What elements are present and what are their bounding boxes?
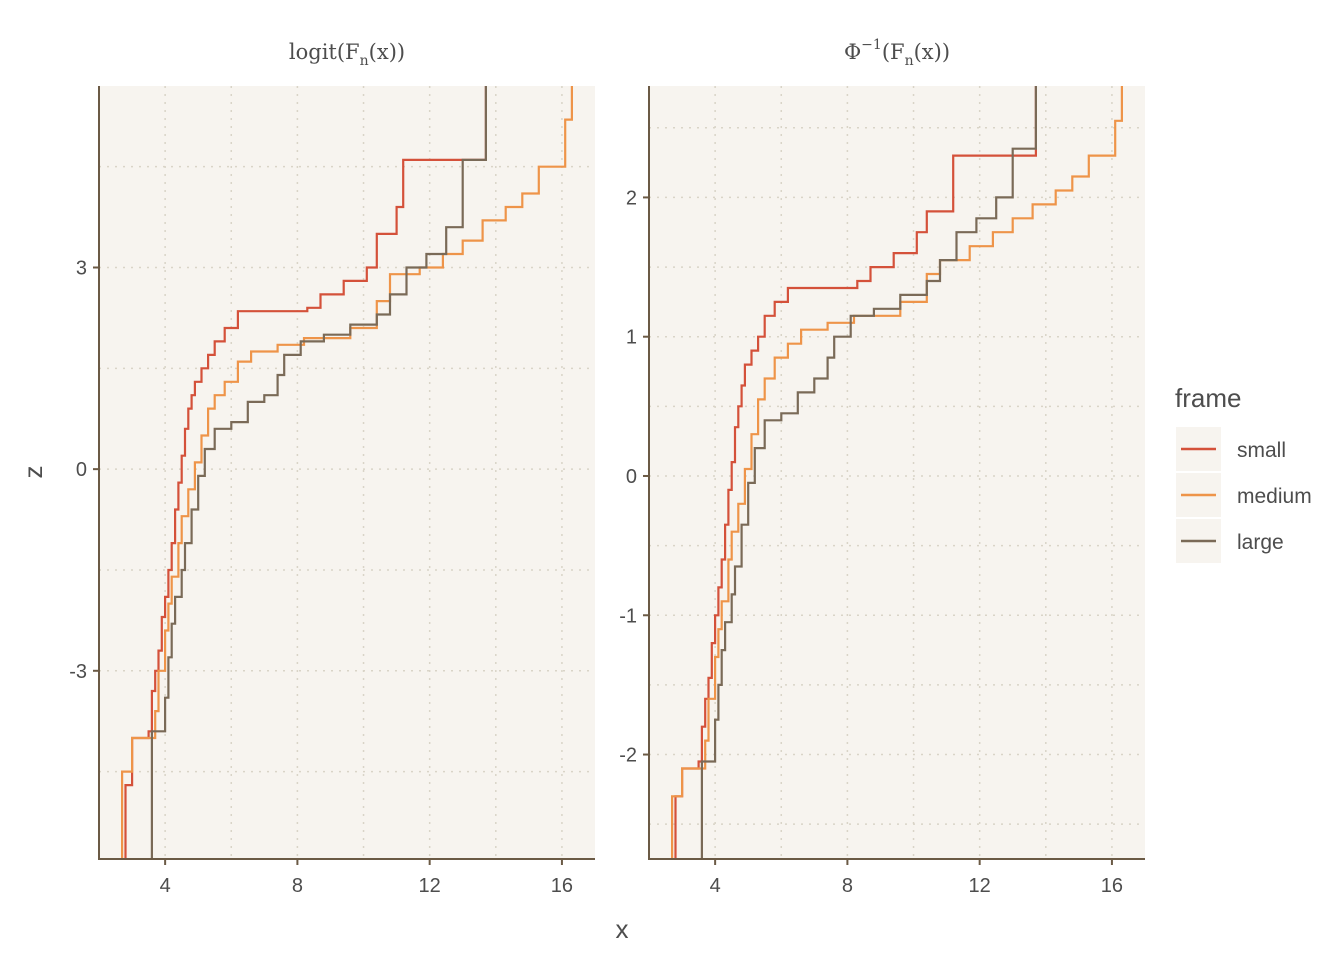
y-tick-label: 3 (76, 257, 87, 279)
y-tick-label: -1 (619, 605, 637, 627)
axes: 4 8 12 16 -3 0 3 (69, 86, 595, 897)
legend-label-large: large (1237, 531, 1284, 554)
y-tick-label: 0 (626, 466, 637, 488)
panel-logit: 4 8 12 16 -3 0 3 logit(Fn(x)) (69, 40, 595, 897)
legend-label-small: small (1237, 439, 1286, 462)
series-group (671, 86, 1123, 859)
legend: frame small medium large (1175, 383, 1312, 563)
x-tick-label: 4 (710, 875, 721, 897)
panel-background (99, 86, 595, 859)
grid-lines (98, 86, 595, 859)
y-tick-label: 0 (76, 459, 87, 481)
series-line-large (700, 86, 1037, 859)
legend-title: frame (1175, 383, 1241, 413)
x-axis-title: x (616, 914, 629, 944)
strip-label: logit(Fn(x)) (289, 40, 405, 69)
x-tick-label: 8 (292, 875, 303, 897)
legend-label-medium: medium (1237, 485, 1312, 508)
x-tick-label: 12 (969, 875, 991, 897)
x-tick-label: 16 (1101, 875, 1123, 897)
x-tick-label: 8 (842, 875, 853, 897)
y-tick-label: -2 (619, 745, 637, 767)
series-line-large (150, 86, 487, 859)
series-line-medium (121, 86, 573, 859)
y-tick-label: 2 (626, 187, 637, 209)
series-line-medium (671, 86, 1123, 859)
y-tick-label: -3 (69, 661, 87, 683)
strip-label: Φ−1(Fn(x)) (844, 37, 950, 69)
y-axis-title: z (18, 466, 48, 479)
x-tick-label: 16 (551, 875, 573, 897)
x-tick-label: 4 (160, 875, 171, 897)
y-tick-label: 1 (626, 327, 637, 349)
x-tick-label: 12 (419, 875, 441, 897)
panel-background (649, 86, 1145, 859)
series-group (121, 86, 573, 859)
